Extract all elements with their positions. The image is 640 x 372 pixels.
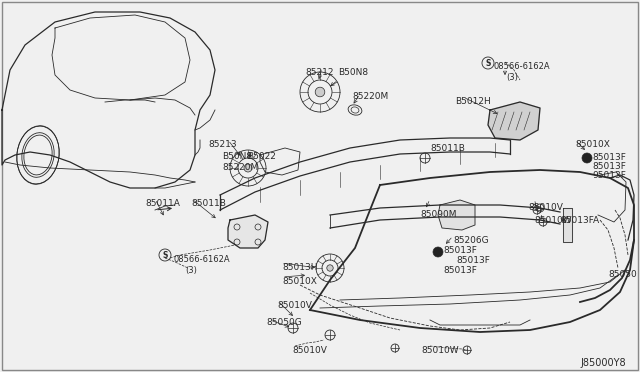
Text: 85010V: 85010V: [528, 203, 563, 212]
Text: 85090M: 85090M: [420, 210, 456, 219]
Text: 85013FA: 85013FA: [560, 216, 599, 225]
Text: 85212: 85212: [305, 68, 333, 77]
Polygon shape: [488, 102, 540, 140]
Text: 08566-6162A: 08566-6162A: [494, 62, 550, 71]
Circle shape: [582, 153, 592, 163]
Text: 85013F: 85013F: [592, 162, 626, 171]
Text: 85010V: 85010V: [277, 301, 312, 310]
Text: 85013H: 85013H: [282, 263, 317, 272]
Text: S: S: [485, 58, 491, 67]
Polygon shape: [438, 200, 475, 230]
Text: 85220M: 85220M: [222, 163, 259, 172]
Ellipse shape: [244, 164, 252, 172]
Text: 85011B: 85011B: [191, 199, 226, 208]
Text: J85000Y8: J85000Y8: [580, 358, 626, 368]
Text: B50N8: B50N8: [222, 152, 252, 161]
Text: 85010W: 85010W: [534, 216, 572, 225]
Text: 85010W: 85010W: [421, 346, 459, 355]
Ellipse shape: [315, 87, 325, 97]
Text: B50N8: B50N8: [338, 68, 368, 77]
Polygon shape: [228, 215, 268, 248]
Text: 85011B: 85011B: [430, 144, 465, 153]
Text: 85213: 85213: [208, 140, 237, 149]
Ellipse shape: [327, 265, 333, 271]
Text: 85010X: 85010X: [575, 140, 610, 149]
Text: 85050G: 85050G: [266, 318, 301, 327]
Text: 95013F: 95013F: [592, 171, 626, 180]
Text: 85050: 85050: [608, 270, 637, 279]
Text: S: S: [163, 250, 168, 260]
Text: 85013F: 85013F: [456, 256, 490, 265]
Text: 85011A: 85011A: [145, 199, 180, 208]
Text: 85206G: 85206G: [453, 236, 488, 245]
Text: 85010V: 85010V: [292, 346, 327, 355]
Polygon shape: [563, 208, 572, 242]
Circle shape: [433, 247, 443, 257]
Text: 85013F: 85013F: [592, 153, 626, 162]
Text: (3): (3): [185, 266, 197, 275]
Text: B5022: B5022: [247, 152, 276, 161]
Text: 85013F: 85013F: [443, 246, 477, 255]
Text: 85013F: 85013F: [443, 266, 477, 275]
Text: 85010X: 85010X: [282, 277, 317, 286]
Text: (3): (3): [506, 73, 518, 82]
Text: 08566-6162A: 08566-6162A: [173, 255, 230, 264]
Text: 85220M: 85220M: [352, 92, 388, 101]
Text: B5012H: B5012H: [455, 97, 491, 106]
